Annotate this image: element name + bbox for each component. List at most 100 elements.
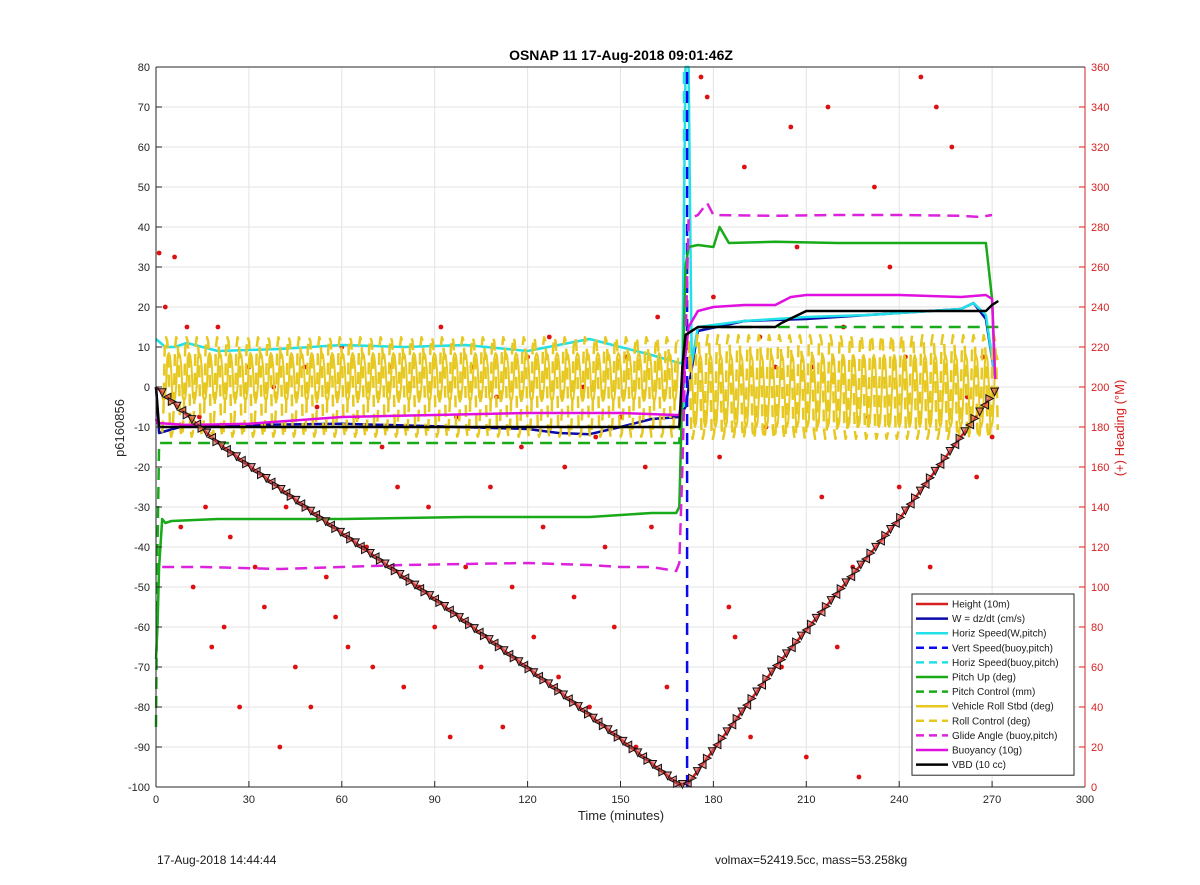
series-buoyancy-10g <box>154 293 997 427</box>
y2-tick-label: 120 <box>1091 542 1109 554</box>
heading-point <box>872 184 877 190</box>
x-axis-label: Time (minutes) <box>578 808 664 823</box>
heading-point <box>571 594 577 600</box>
height-marker <box>509 653 519 663</box>
heading-point <box>215 324 221 330</box>
height-marker <box>851 566 861 576</box>
height-marker <box>454 613 465 623</box>
height-marker <box>395 570 405 580</box>
heading-point <box>178 524 184 530</box>
heading-point <box>379 444 385 450</box>
height-marker <box>875 536 885 546</box>
height-marker <box>182 410 192 420</box>
height-marker <box>806 619 817 629</box>
legend-label-vehicle-roll-stbd-deg: Vehicle Roll Stbd (deg) <box>952 702 1054 713</box>
y-tick-label: 0 <box>144 382 150 394</box>
heading-point <box>227 534 233 540</box>
height-marker <box>756 680 767 690</box>
series-roll-control-deg <box>160 336 680 438</box>
height-marker <box>365 548 375 559</box>
heading-point <box>989 434 995 440</box>
height-marker <box>860 554 871 564</box>
height-marker <box>945 447 955 457</box>
height-marker <box>231 452 242 462</box>
height-marker <box>920 479 930 489</box>
x-tick-label: 90 <box>429 794 441 806</box>
legend-label-w-dz-dt-cm-s: W = dz/dt (cm/s) <box>952 614 1025 625</box>
height-marker <box>187 415 197 425</box>
y-tick-label: 70 <box>138 102 150 114</box>
x-tick-label: 0 <box>153 794 159 806</box>
legend-label-height-10m: Height (10m) <box>952 600 1010 611</box>
height-marker <box>425 591 435 601</box>
height-marker <box>979 400 989 410</box>
heading-point <box>611 624 617 630</box>
heading-point <box>834 644 840 650</box>
x-tick-label: 60 <box>336 794 348 806</box>
heading-point <box>426 504 431 510</box>
y-tick-label: -30 <box>134 502 150 514</box>
legend-label-horiz-speed-buoy-pitch: Horiz Speed(buoy,pitch) <box>952 658 1059 669</box>
y2-tick-label: 160 <box>1091 462 1109 474</box>
height-marker <box>335 527 346 538</box>
height-marker <box>573 702 583 712</box>
height-marker <box>316 513 326 523</box>
height-marker <box>905 499 915 509</box>
x-tick-label: 120 <box>518 794 536 806</box>
y-tick-label: -100 <box>128 782 150 794</box>
y-tick-label: -80 <box>134 702 150 714</box>
heading-point <box>184 324 190 330</box>
height-marker <box>256 470 267 480</box>
y-tick-label: 60 <box>138 142 150 154</box>
height-marker <box>648 759 658 770</box>
series-roll-control-deg <box>687 333 1000 441</box>
y-tick-label: 40 <box>138 222 150 234</box>
height-marker <box>291 495 301 506</box>
height-marker <box>246 463 256 473</box>
y2-tick-label: 240 <box>1091 302 1109 314</box>
height-marker <box>836 583 846 594</box>
heading-point <box>949 144 955 150</box>
height-marker <box>786 643 796 653</box>
height-marker <box>450 609 460 619</box>
heading-point <box>519 444 524 450</box>
height-marker <box>692 767 702 777</box>
y-tick-label: -40 <box>134 542 150 554</box>
legend-label-vert-speed-buoy-pitch: Vert Speed(buoy,pitch) <box>952 643 1053 654</box>
height-marker <box>911 492 921 503</box>
heading-point <box>172 254 177 260</box>
heading-point <box>531 634 537 640</box>
height-marker <box>350 538 361 548</box>
heading-point <box>308 704 314 710</box>
heading-point <box>856 774 862 780</box>
height-marker <box>831 589 841 600</box>
height-marker <box>420 587 430 597</box>
footer-volmax-mass: volmax=52419.5cc, mass=53.258kg <box>715 853 908 867</box>
heading-point <box>162 304 168 310</box>
height-marker <box>569 697 579 708</box>
height-marker <box>752 687 762 697</box>
height-marker <box>871 542 881 553</box>
height-marker <box>167 396 178 407</box>
y-tick-label: 30 <box>138 262 150 274</box>
heading-point <box>602 544 608 550</box>
height-marker <box>688 773 698 783</box>
height-marker <box>826 596 836 606</box>
heading-point <box>432 624 438 630</box>
x-tick-label: 30 <box>243 794 255 806</box>
heading-point <box>698 74 704 80</box>
height-marker <box>970 413 980 423</box>
heading-point <box>732 634 738 640</box>
height-marker <box>732 713 742 723</box>
height-marker <box>811 613 821 624</box>
height-marker <box>331 523 341 534</box>
height-marker <box>777 654 787 665</box>
height-marker <box>588 713 598 723</box>
heading-point <box>896 484 902 490</box>
height-marker <box>643 755 653 766</box>
heading-point <box>463 564 469 570</box>
height-marker <box>261 474 271 484</box>
heading-point <box>283 504 289 510</box>
y2-tick-label: 40 <box>1091 702 1103 714</box>
height-marker <box>172 401 182 411</box>
